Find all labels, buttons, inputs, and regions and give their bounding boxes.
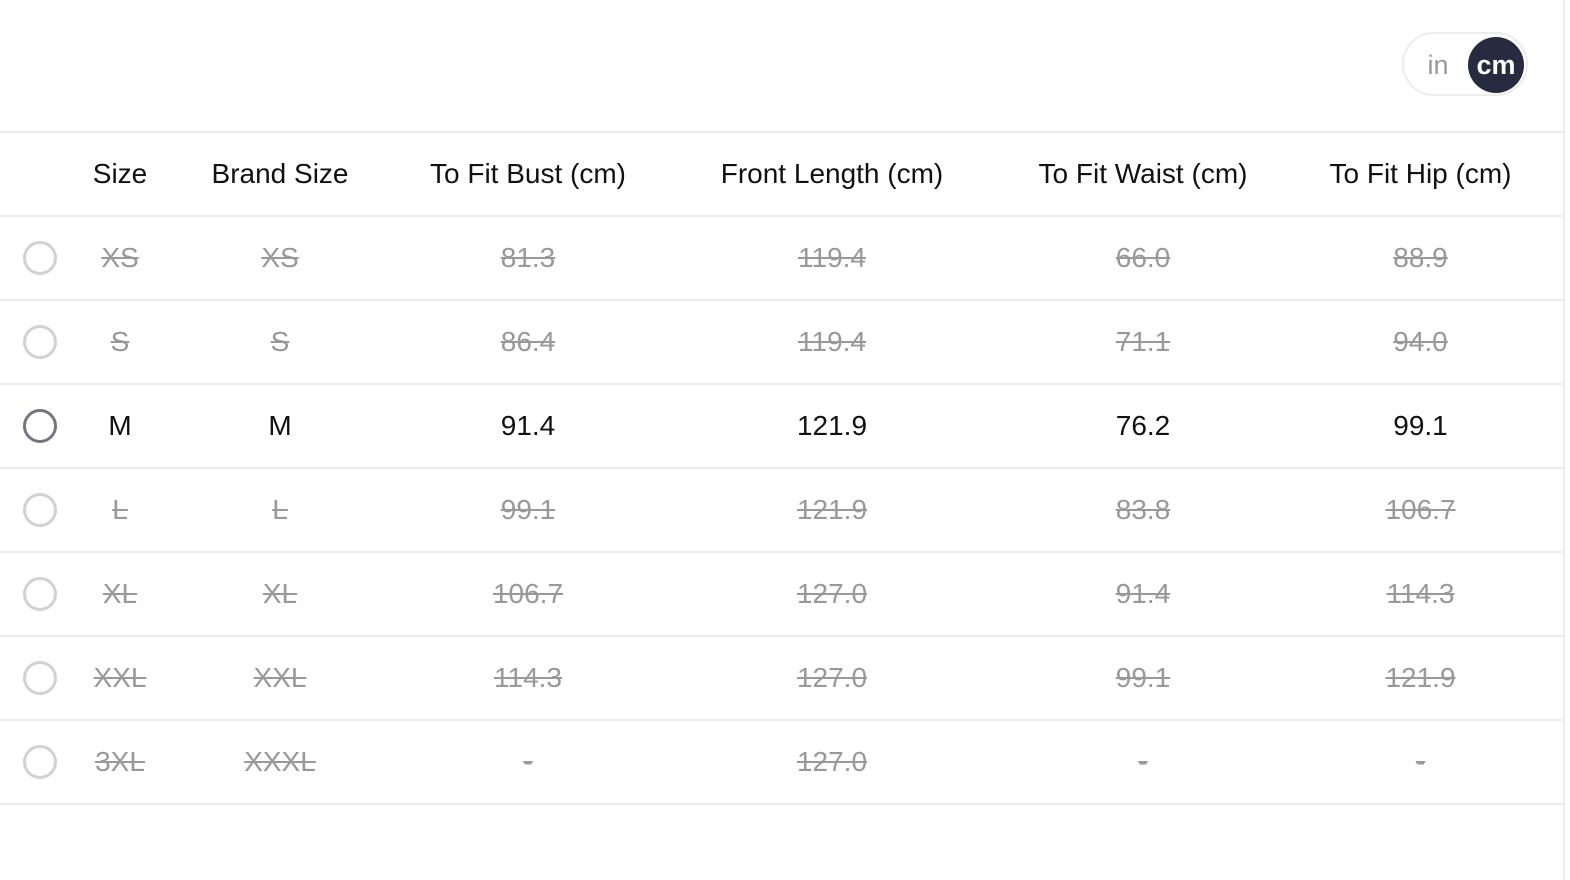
radio-cell [0,552,80,636]
cell-bust: 114.3 [494,662,562,693]
header-front-length: Front Length (cm) [720,158,944,189]
cell-bust: 99.1 [500,494,556,525]
cell-hip: 94.0 [1393,326,1448,357]
cell-brand-size: M [268,410,292,441]
cell-bust: 81.3 [500,242,556,273]
size-radio-button[interactable] [23,325,57,360]
cell-waist: 99.1 [1115,662,1171,693]
table-row[interactable]: 3XL XXXL - 127.0 - - [0,720,1563,804]
table-row[interactable]: M M 91.4 121.9 76.2 99.1 [0,384,1563,468]
size-radio-button[interactable] [23,409,57,444]
cell-front-length: 119.4 [798,242,866,273]
cell-hip: - [1415,746,1426,777]
header-brand-size: Brand Size [211,158,349,189]
cell-waist: 66.0 [1115,242,1171,273]
table-row[interactable]: XS XS 81.3 119.4 66.0 88.9 [0,216,1563,300]
cell-size: XXL [93,662,147,693]
cell-brand-size: XS [261,242,299,273]
cell-hip: 88.9 [1393,242,1448,273]
table-row[interactable]: XXL XXL 114.3 127.0 99.1 121.9 [0,636,1563,720]
cell-hip: 121.9 [1385,662,1456,693]
cell-size: M [108,410,132,441]
header-size: Size [92,158,148,189]
cell-front-length: 127.0 [796,578,868,609]
cell-hip: 106.7 [1385,494,1456,525]
cell-bust: 91.4 [500,410,556,441]
cell-brand-size: L [272,494,288,525]
cell-front-length: 127.0 [796,662,868,693]
size-radio-button[interactable] [23,661,57,696]
unit-option-cm[interactable]: cm [1468,37,1524,93]
cell-size: L [112,494,128,525]
cell-bust: 106.7 [492,578,564,609]
header-waist: To Fit Waist (cm) [1038,158,1248,189]
cell-size: XS [101,242,139,273]
cell-brand-size: XXL [253,662,307,693]
cell-brand-size: S [270,326,290,357]
cell-hip: 99.1 [1393,410,1448,441]
cell-size: S [110,326,130,357]
size-radio-button[interactable] [23,745,57,780]
cell-front-length: 121.9 [796,410,868,441]
table-header-row: Size Brand Size To Fit Bust (cm) Front L… [0,132,1563,216]
cell-front-length: 127.0 [796,746,868,777]
cell-front-length: 121.9 [796,494,868,525]
header-hip: To Fit Hip (cm) [1329,158,1512,189]
cell-waist: 76.2 [1115,410,1171,441]
cell-front-length: 119.4 [798,326,866,357]
unit-option-in[interactable]: in [1427,49,1449,80]
radio-cell [0,720,80,804]
size-radio-button[interactable] [23,577,57,612]
cell-waist: 71.1 [1115,326,1171,357]
radio-cell [0,384,80,468]
size-table: Size Brand Size To Fit Bust (cm) Front L… [0,131,1563,805]
table-row[interactable]: S S 86.4 119.4 71.1 94.0 [0,300,1563,384]
radio-cell [0,300,80,384]
cell-size: XL [102,578,138,609]
unit-toggle[interactable]: in cm [1402,32,1528,96]
cell-hip: 114.3 [1386,578,1455,609]
cell-bust: 86.4 [500,326,556,357]
cell-waist: 83.8 [1115,494,1171,525]
radio-column-header [0,132,80,216]
header-bust: To Fit Bust (cm) [429,158,626,189]
table-row[interactable]: XL XL 106.7 127.0 91.4 114.3 [0,552,1563,636]
size-radio-button[interactable] [23,493,57,528]
radio-cell [0,636,80,720]
table-row[interactable]: L L 99.1 121.9 83.8 106.7 [0,468,1563,552]
cell-brand-size: XXXL [244,746,316,777]
radio-cell [0,216,80,300]
size-radio-button[interactable] [23,241,57,276]
cell-brand-size: XL [262,578,298,609]
cell-size: 3XL [95,746,145,777]
radio-cell [0,468,80,552]
cell-bust: - [523,746,533,777]
cell-waist: - [1138,746,1148,777]
cell-waist: 91.4 [1115,578,1171,609]
